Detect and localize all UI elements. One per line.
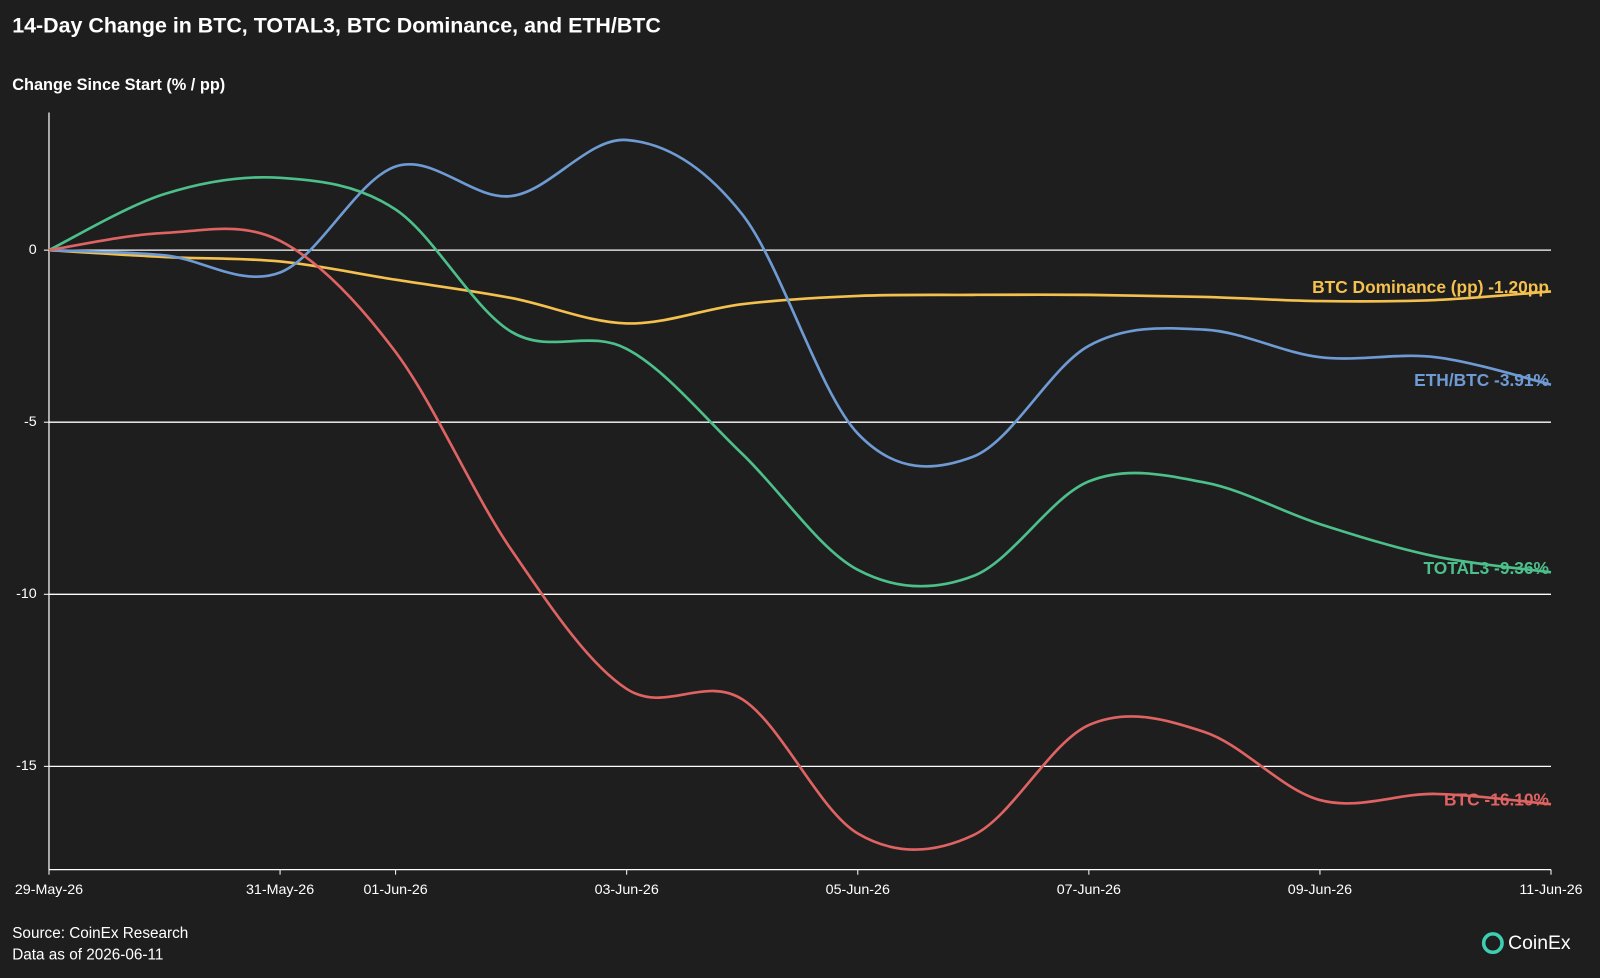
series: TOTAL3 -9.36% <box>48 176 1552 588</box>
series-line <box>48 138 1552 468</box>
series-line <box>48 227 1552 851</box>
x-tick-label: 07-Jun-26 <box>1057 882 1121 898</box>
x-tick-label: 01-Jun-26 <box>363 882 427 898</box>
x-tick-label: 05-Jun-26 <box>826 882 890 898</box>
end-label: ETH/BTC -3.91% <box>1414 370 1549 390</box>
data-note: Data as of 2026-06-11 <box>12 946 163 963</box>
brand-icon <box>1481 932 1504 955</box>
series: BTC Dominance (pp) -1.20pp <box>48 248 1552 325</box>
series-line <box>48 248 1552 325</box>
end-label: BTC Dominance (pp) -1.20pp <box>1312 277 1549 297</box>
end-label: TOTAL3 -9.36% <box>1423 558 1549 578</box>
y-tick-label: -15 <box>16 758 37 774</box>
chart-title: 14-Day Change in BTC, TOTAL3, BTC Domina… <box>12 13 661 37</box>
brand-name: CoinEx <box>1508 932 1571 954</box>
source: Source: CoinEx Research <box>12 925 188 942</box>
x-tick-label: 29-May-26 <box>15 882 83 898</box>
y-tick-label: -10 <box>16 586 37 602</box>
x-tick-label: 09-Jun-26 <box>1288 882 1352 898</box>
x-tick-label: 03-Jun-26 <box>595 882 659 898</box>
y-axis-label: Change Since Start (% / pp) <box>12 76 225 94</box>
brand-logo: CoinEx <box>1481 932 1571 955</box>
y-tick-label: 0 <box>29 242 37 258</box>
series: BTC -16.10% <box>48 227 1552 851</box>
y-tick-label: -5 <box>24 414 37 430</box>
x-tick-label: 31-May-26 <box>246 882 314 898</box>
series-line <box>48 176 1552 588</box>
x-tick-label: 11-Jun-26 <box>1519 882 1582 898</box>
series: ETH/BTC -3.91% <box>48 138 1552 468</box>
end-label: BTC -16.10% <box>1444 790 1549 810</box>
